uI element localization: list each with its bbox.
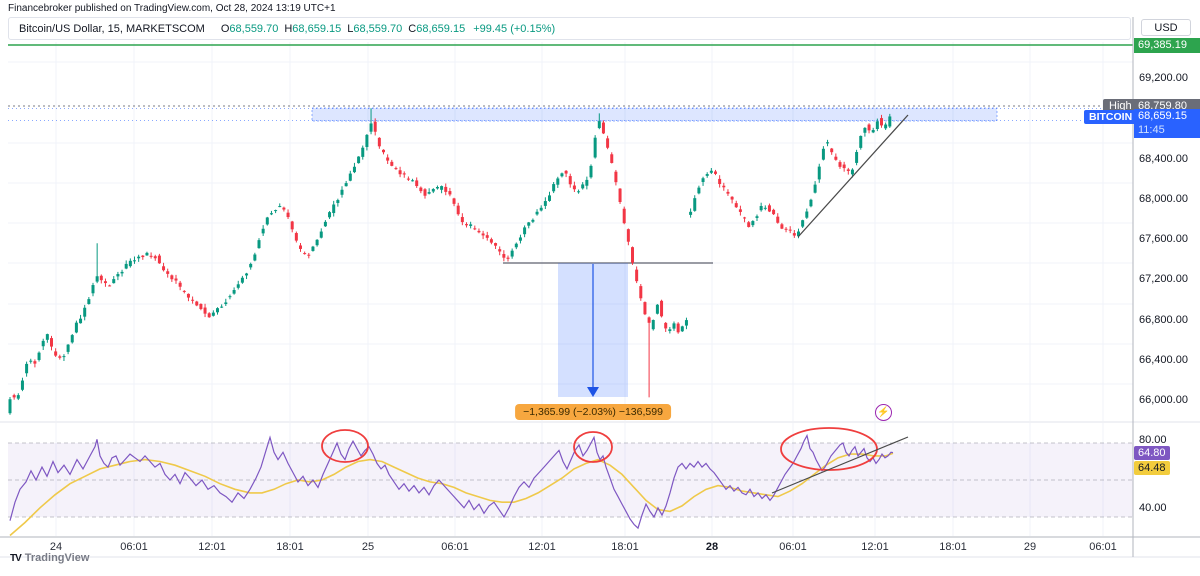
price-axis-label: 66,800.00 — [1139, 314, 1188, 326]
publish-note: Financebroker published on TradingView.c… — [8, 3, 336, 14]
rsi-trend-line[interactable] — [771, 436, 909, 494]
time-axis-label: 06:01 — [1089, 541, 1117, 553]
open-label: O — [220, 22, 230, 35]
rsi-ma-value-badge: 64.48 — [1134, 461, 1170, 475]
price-axis-label: 67,600.00 — [1139, 233, 1188, 245]
time-axis-label: 12:01 — [861, 541, 889, 553]
price-axis[interactable]: 69,200.00 68,400.00 68,000.00 67,600.00 67,2… — [1133, 17, 1200, 557]
last-price: 68,659.15 — [1138, 110, 1187, 122]
time-axis-label: 25 — [361, 541, 375, 553]
time-axis-label: 06:01 — [120, 541, 148, 553]
open-value: 68,559.70 — [229, 22, 279, 35]
time-axis-label: 06:01 — [779, 541, 807, 553]
tradingview-logo-mark: TV — [10, 552, 22, 564]
price-axis-label: 40.00 — [1139, 502, 1167, 514]
price-axis-label: 67,200.00 — [1139, 273, 1188, 285]
tradingview-logo[interactable]: TV TradingView — [10, 552, 89, 564]
price-axis-label: 66,000.00 — [1139, 394, 1188, 406]
high-value: 68,659.15 — [292, 22, 342, 35]
time-axis-label: 12:01 — [528, 541, 556, 553]
low-label: L — [347, 22, 354, 35]
time-axis-label: 18:01 — [939, 541, 967, 553]
change-value: +99.45 (+0.15%) — [473, 22, 556, 35]
tradingview-logo-text: TradingView — [24, 552, 90, 564]
supply-zone-rectangle[interactable] — [311, 107, 998, 122]
ascending-trend-line[interactable] — [797, 114, 909, 238]
time-axis-label: 18:01 — [276, 541, 304, 553]
time-axis-label: 06:01 — [441, 541, 469, 553]
highlight-circle[interactable] — [573, 431, 613, 463]
bar-countdown: 11:45 — [1138, 124, 1165, 136]
symbol-legend: Bitcoin/US Dollar, 15, MARKETSCOM O 68,55… — [8, 17, 1131, 40]
flash-marker-icon[interactable]: ⚡ — [875, 404, 892, 421]
high-label: H — [284, 22, 293, 35]
price-axis-label: 68,000.00 — [1139, 193, 1188, 205]
symbol-tag: BITCOIN — [1084, 110, 1138, 124]
measure-result-label: −1,365.99 (−2.03%) −136,599 — [515, 404, 671, 420]
rsi-line — [9, 433, 894, 530]
close-value: 68,659.15 — [416, 22, 466, 35]
measure-tool[interactable] — [558, 263, 628, 397]
time-axis-label: 18:01 — [611, 541, 639, 553]
last-price-badge: 68,659.15 11:45 — [1134, 109, 1200, 138]
time-axis[interactable]: 24 06:01 12:01 18:01 25 06:01 12:01 18:01 28 06:0… — [0, 537, 1133, 557]
rsi-pane — [8, 427, 1133, 537]
close-label: C — [408, 22, 417, 35]
time-axis-label: 24 — [49, 541, 63, 553]
highlight-circle[interactable] — [321, 429, 369, 463]
time-axis-label: 29 — [1023, 541, 1037, 553]
time-axis-label: 12:01 — [198, 541, 226, 553]
price-axis-label: 69,200.00 — [1139, 72, 1188, 84]
time-axis-label: 28 — [705, 541, 719, 553]
price-axis-label: 66,400.00 — [1139, 354, 1188, 366]
low-value: 68,559.70 — [353, 22, 403, 35]
symbol-title[interactable]: Bitcoin/US Dollar, 15, MARKETSCOM — [19, 22, 205, 35]
candlestick-series — [8, 108, 892, 415]
price-axis-label: 68,400.00 — [1139, 153, 1188, 165]
rsi-value-badge: 64.80 — [1134, 446, 1170, 460]
alert-price-badge: 69,385.19 — [1134, 38, 1200, 53]
price-axis-label: 80.00 — [1139, 434, 1167, 446]
currency-selector[interactable]: USD — [1141, 19, 1191, 36]
